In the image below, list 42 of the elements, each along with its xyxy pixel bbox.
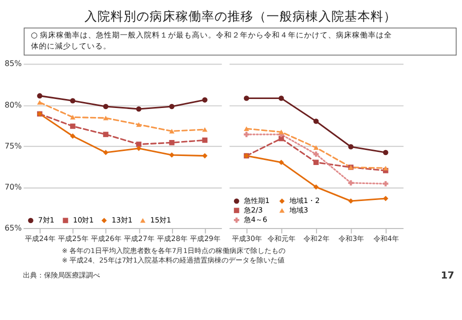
y-tick-label: 65% [4, 224, 22, 233]
y-tick-label: 80% [4, 100, 22, 110]
point [136, 146, 142, 152]
y-tick-label: 70% [4, 182, 22, 192]
point [382, 150, 388, 156]
point [202, 138, 208, 143]
point [348, 198, 354, 204]
point [313, 184, 319, 190]
point [103, 116, 108, 120]
chart-title: 入院料別の病床稼働率の推移（一般病棟入院基本料） [84, 8, 397, 24]
point [382, 166, 388, 170]
y-tick-label: 85% [4, 59, 22, 68]
point [313, 145, 319, 150]
point [278, 130, 284, 134]
point [348, 180, 354, 186]
point [202, 127, 208, 132]
point [169, 140, 174, 146]
point [70, 114, 76, 120]
y-tick-label: 75% [4, 141, 22, 150]
point [103, 132, 108, 138]
point [37, 93, 42, 98]
point [136, 122, 142, 127]
point [278, 96, 284, 101]
point [278, 160, 284, 166]
point [382, 181, 388, 186]
point [313, 152, 319, 157]
point [313, 118, 319, 124]
point [136, 106, 142, 112]
point [313, 160, 319, 166]
text: 17 [440, 270, 454, 282]
point [70, 124, 76, 129]
point [103, 104, 108, 110]
point [70, 98, 76, 104]
point [202, 97, 208, 103]
point [244, 126, 250, 131]
point [136, 142, 142, 147]
point [169, 128, 174, 134]
point [169, 104, 174, 110]
point [348, 144, 354, 150]
chart-subtitle: ○ 病床稼働率は、急性期一般入院料１が最も高い。令和２年から令和４年にかけて、病床稼働率は全体的に減少している。 [30, 30, 392, 50]
point [244, 96, 250, 101]
point [37, 100, 42, 105]
